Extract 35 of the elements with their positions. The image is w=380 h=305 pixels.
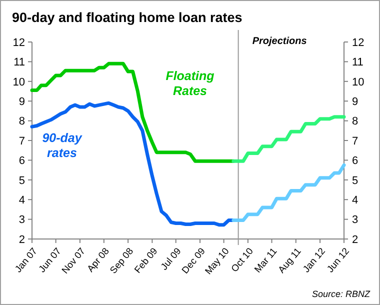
line-series: [232, 163, 346, 222]
y2-tick-label: 12: [352, 36, 364, 49]
y-tick-label: 10: [12, 76, 25, 88]
x-tick-label: Nov 07: [60, 246, 88, 276]
x-tick-label: Jun 12: [325, 246, 352, 275]
series-label: 90-day rates: [42, 131, 83, 160]
y2-tick-label: 9: [352, 96, 358, 108]
y2-tick-label: 8: [352, 116, 358, 128]
y-tick-label: 9: [18, 96, 25, 108]
y2-tick-label: 3: [352, 214, 358, 226]
y-tick-label: 12: [12, 36, 25, 49]
y2-tick-label: 6: [352, 155, 358, 168]
y-tick-label: 6: [18, 155, 25, 168]
y-tick-label: 4: [18, 194, 25, 206]
x-tick-label: Jan 12: [301, 246, 328, 275]
line-series: [232, 115, 346, 163]
y-tick-label: 2: [18, 234, 25, 246]
source-note: Source: RBNZ: [312, 289, 370, 299]
y2-tick-label: 7: [352, 135, 358, 148]
x-tick-label: Jan 07: [13, 246, 40, 275]
y-tick-label: 5: [18, 174, 25, 187]
y-tick-label: 7: [18, 135, 25, 148]
y2-tick-label: 2: [352, 234, 358, 246]
line-series: [30, 62, 236, 163]
ref-line-label: Projections: [252, 36, 308, 47]
y-tick-label: 11: [14, 56, 25, 69]
y2-tick-label: 10: [352, 76, 364, 88]
line-series: [30, 101, 236, 227]
y-tick-label: 3: [18, 214, 25, 226]
y2-tick-label: 11: [352, 56, 364, 69]
y2-tick-label: 5: [352, 174, 358, 187]
text: Floating Rates: [166, 69, 215, 98]
y-tick-label: 8: [18, 116, 25, 128]
chart-title: 90-day and floating home loan rates: [12, 10, 242, 25]
y2-tick-label: 4: [352, 194, 358, 206]
